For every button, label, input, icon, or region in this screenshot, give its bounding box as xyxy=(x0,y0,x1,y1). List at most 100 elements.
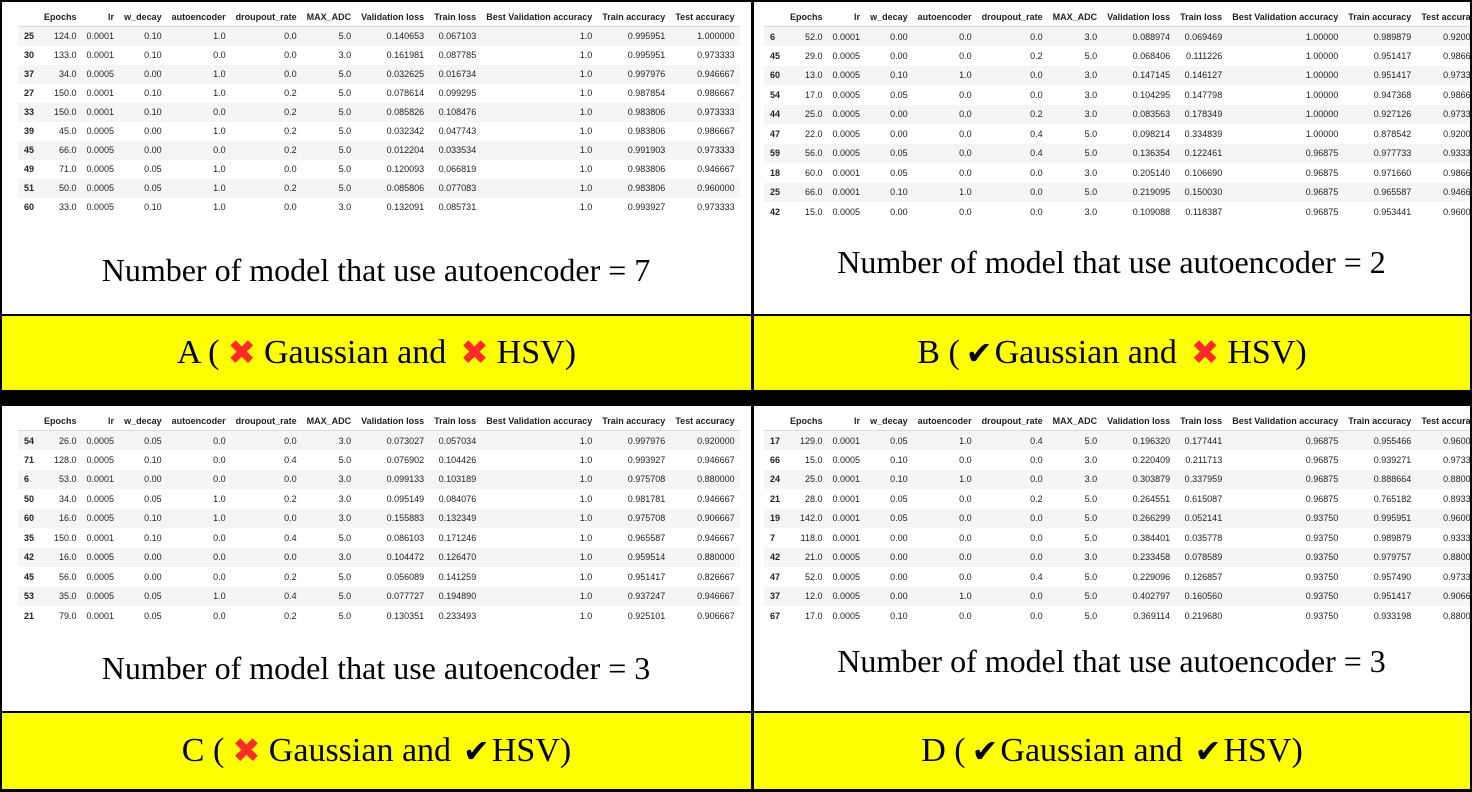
cell-epochs: 129.0 xyxy=(800,435,823,446)
column-header-max-adc: MAX_ADC xyxy=(1047,8,1103,27)
cell-epochs: 25.0 xyxy=(805,474,823,485)
cell-autoencoder: 0.0 xyxy=(959,454,972,465)
cell-train-loss: 0.177441 xyxy=(1184,435,1223,446)
cell-w-decay: 0.00 xyxy=(144,474,162,485)
cell-w-decay: 0.05 xyxy=(144,610,162,621)
cell-train-accuracy: 0.983806 xyxy=(627,164,666,174)
label-hsv: HSV) xyxy=(1227,334,1307,371)
cell-lr: 0.0005 xyxy=(86,454,115,465)
cell-lr: 0.0005 xyxy=(86,571,115,582)
cell-train-accuracy: 0.975708 xyxy=(627,474,666,485)
cell-best-validation-accuracy: 1.00000 xyxy=(1305,70,1339,81)
cross-mark-icon-hsv: ✖ xyxy=(1190,333,1220,373)
cell-validation-loss: 0.109088 xyxy=(1132,206,1171,217)
cell-lr: 0.0001 xyxy=(832,513,861,524)
cell-train-loss: 0.016734 xyxy=(438,69,477,79)
cell-lr: 0.0005 xyxy=(86,591,115,602)
table-row: 60 33.0 0.0005 0.10 1.0 0.0 3.0 0.132091 0.08573… xyxy=(18,198,740,217)
cell-max-adc: 5.0 xyxy=(338,69,352,79)
column-header-index xyxy=(18,8,40,27)
cell-lr: 0.0001 xyxy=(832,493,861,504)
cell-train-accuracy: 0.995951 xyxy=(1373,513,1412,524)
cell-dropout-rate: 0.4 xyxy=(1030,571,1043,582)
cell-lr: 0.0005 xyxy=(832,454,861,465)
cell-dropout-rate: 0.2 xyxy=(284,88,297,98)
table-row: 54 17.0 0.0005 0.05 0.0 0.0 3.0 0.104295 0.14779… xyxy=(764,85,1472,105)
column-header-epochs: Epochs xyxy=(39,412,82,431)
cell-best-validation-accuracy: 1.00000 xyxy=(1305,89,1339,100)
cell-index: 35 xyxy=(24,532,35,543)
cell-lr: 0.0005 xyxy=(832,591,861,602)
cell-autoencoder: 0.0 xyxy=(213,107,226,117)
cell-index: 37 xyxy=(24,69,35,79)
cell-lr: 0.0005 xyxy=(832,552,861,563)
cell-dropout-rate: 0.2 xyxy=(284,145,297,155)
cell-max-adc: 5.0 xyxy=(1084,128,1098,139)
table-row: 66 15.0 0.0005 0.10 0.0 0.0 3.0 0.220409 0.21171… xyxy=(764,450,1472,470)
cell-train-loss: 0.057034 xyxy=(438,435,477,446)
cell-lr: 0.0001 xyxy=(86,474,115,485)
cell-dropout-rate: 0.0 xyxy=(1030,474,1043,485)
cell-index: 50 xyxy=(24,493,35,504)
border-bottom xyxy=(0,789,1472,792)
cell-lr: 0.0005 xyxy=(832,70,861,81)
cell-test-accuracy: 0.893333 xyxy=(1443,493,1472,504)
cell-train-accuracy: 0.993927 xyxy=(627,202,666,212)
cell-autoencoder: 0.0 xyxy=(959,109,972,120)
table-row: 35 150.0 0.0001 0.10 0.0 0.4 5.0 0.086103 0.1712… xyxy=(18,528,740,548)
cell-epochs: 142.0 xyxy=(800,513,823,524)
label-band-c: C (✖ Gaussian and ✔ HSV) xyxy=(2,713,751,789)
cell-max-adc: 5.0 xyxy=(1084,148,1098,159)
table-row: 51 50.0 0.0005 0.05 1.0 0.2 5.0 0.085806 0.07708… xyxy=(18,178,740,198)
cell-dropout-rate: 0.2 xyxy=(284,126,297,136)
cell-max-adc: 3.0 xyxy=(1084,474,1098,485)
cell-dropout-rate: 0.0 xyxy=(1030,552,1043,563)
cell-epochs: 26.0 xyxy=(59,435,77,446)
column-header-best-validation-accuracy: Best Validation accuracy xyxy=(481,412,598,431)
cell-validation-loss: 0.099133 xyxy=(386,474,425,485)
cell-dropout-rate: 0.0 xyxy=(284,69,297,79)
cell-train-accuracy: 0.951417 xyxy=(627,571,666,582)
cell-validation-loss: 0.076902 xyxy=(386,454,425,465)
cell-best-validation-accuracy: 1.0 xyxy=(579,610,593,621)
cell-autoencoder: 1.0 xyxy=(959,187,972,198)
cell-train-loss: 0.111226 xyxy=(1186,50,1223,61)
cell-index: 42 xyxy=(770,206,781,217)
cell-epochs: 25.0 xyxy=(805,109,823,120)
cell-index: 59 xyxy=(770,148,781,159)
row-divider-b xyxy=(0,711,1472,713)
cell-train-accuracy: 0.995951 xyxy=(627,50,666,60)
cell-train-accuracy: 0.977733 xyxy=(1373,148,1412,159)
cell-lr: 0.0001 xyxy=(86,532,115,543)
cell-w-decay: 0.10 xyxy=(890,610,908,621)
cell-test-accuracy: 0.986667 xyxy=(1443,167,1472,178)
table-row: 19 142.0 0.0001 0.05 0.0 0.0 5.0 0.266299 0.0521… xyxy=(764,508,1472,528)
column-header-validation-loss: Validation loss xyxy=(356,8,430,27)
cell-train-accuracy: 0.987854 xyxy=(627,88,666,98)
cell-train-loss: 0.069469 xyxy=(1184,31,1223,42)
cell-w-decay: 0.05 xyxy=(890,89,908,100)
cell-autoencoder: 0.0 xyxy=(213,552,226,563)
check-mark-icon-hsv: ✔ xyxy=(1194,732,1222,770)
cell-epochs: 71.0 xyxy=(59,164,77,174)
cell-train-loss: 0.118387 xyxy=(1185,206,1223,217)
cell-max-adc: 5.0 xyxy=(338,88,352,98)
column-header-w-decay: w_decay xyxy=(865,412,913,431)
column-header-train-loss: Train loss xyxy=(429,8,482,27)
label-prefix: A ( xyxy=(176,334,220,371)
cell-dropout-rate: 0.0 xyxy=(1030,591,1043,602)
label-prefix: D ( xyxy=(921,732,966,769)
cell-train-loss: 0.146127 xyxy=(1184,70,1223,81)
cell-best-validation-accuracy: 1.0 xyxy=(579,69,593,79)
cell-train-loss: 0.147798 xyxy=(1184,89,1223,100)
table-row: 33 150.0 0.0001 0.10 0.0 0.2 5.0 0.085826 0.1084… xyxy=(18,102,740,122)
cell-validation-loss: 0.086103 xyxy=(386,532,425,543)
cell-max-adc: 3.0 xyxy=(1084,167,1098,178)
cell-w-decay: 0.05 xyxy=(144,435,162,446)
table-row: 42 16.0 0.0005 0.00 0.0 0.0 3.0 0.104472 0.12647… xyxy=(18,547,740,567)
cell-best-validation-accuracy: 0.96875 xyxy=(1305,167,1339,178)
cell-max-adc: 3.0 xyxy=(1084,109,1098,120)
cell-autoencoder: 0.0 xyxy=(959,532,972,543)
column-header-best-validation-accuracy: Best Validation accuracy xyxy=(1227,412,1344,431)
cell-validation-loss: 0.068406 xyxy=(1132,50,1171,61)
